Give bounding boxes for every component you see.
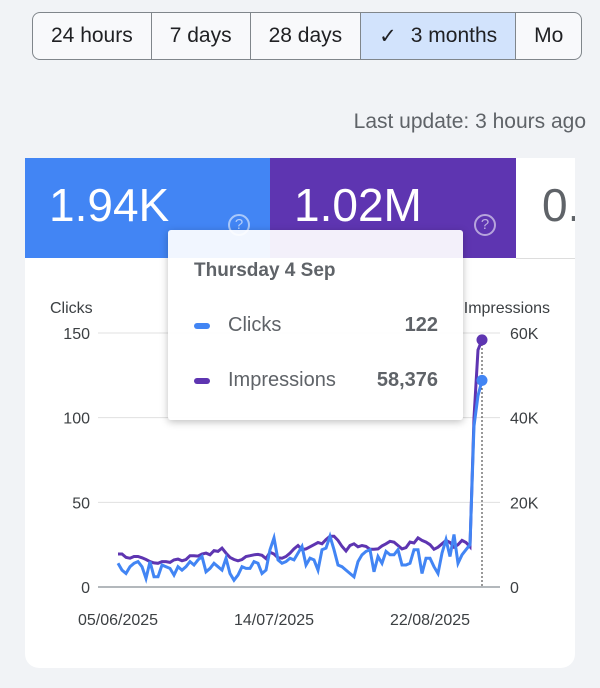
right-tick-label: 0 bbox=[510, 580, 519, 597]
tooltip-value: 122 bbox=[404, 314, 438, 336]
clicks-line bbox=[116, 380, 484, 584]
ctr-total: 0. bbox=[542, 179, 575, 231]
left-axis-label: Clicks bbox=[50, 300, 93, 317]
tab-more[interactable]: Mo bbox=[534, 24, 564, 47]
tooltip-label: Clicks bbox=[228, 314, 282, 336]
right-axis-label: Impressions bbox=[464, 300, 550, 317]
x-tick-label: 22/08/2025 bbox=[390, 612, 470, 629]
tooltip-row-clicks: Clicks 122 bbox=[194, 314, 438, 337]
tooltip-date: Thursday 4 Sep bbox=[194, 260, 336, 281]
help-icon[interactable]: ? bbox=[474, 214, 496, 236]
clicks-total: 1.94K bbox=[49, 179, 170, 231]
impressions-hover-point bbox=[476, 334, 488, 346]
tab-28-days[interactable]: 28 days bbox=[251, 13, 362, 59]
date-range-tabs: 24 hours 7 days 28 days ✓ 3 months Mo bbox=[32, 12, 583, 60]
left-tick-label: 0 bbox=[81, 580, 90, 597]
x-tick-label: 05/06/2025 bbox=[78, 612, 158, 629]
right-tick-label: 20K bbox=[510, 495, 539, 512]
left-tick-label: 50 bbox=[72, 495, 90, 512]
check-icon: ✓ bbox=[379, 24, 397, 48]
x-tick-label: 14/07/2025 bbox=[234, 612, 314, 629]
ctr-metric-tile[interactable]: 0. bbox=[516, 158, 575, 259]
right-tick-label: 60K bbox=[510, 326, 539, 343]
clicks-legend-icon bbox=[194, 322, 210, 329]
chart-tooltip: Thursday 4 Sep Clicks 122 Impressions 58,3… bbox=[168, 230, 463, 420]
impressions-legend-icon bbox=[194, 377, 210, 384]
tab-3-months[interactable]: ✓ 3 months bbox=[361, 13, 517, 59]
tooltip-value: 58,376 bbox=[376, 369, 438, 391]
left-tick-label: 100 bbox=[63, 411, 90, 428]
tab-7-days[interactable]: 7 days bbox=[152, 13, 251, 59]
right-tick-label: 40K bbox=[510, 411, 539, 428]
tooltip-row-impressions: Impressions 58,376 bbox=[194, 369, 438, 392]
tab-24-hours[interactable]: 24 hours bbox=[33, 13, 152, 59]
clicks-hover-point bbox=[476, 374, 488, 386]
last-update: Last update: 3 hours ago bbox=[353, 110, 586, 133]
impressions-total: 1.02M bbox=[294, 179, 422, 231]
tab-label: 3 months bbox=[410, 24, 498, 47]
left-tick-label: 150 bbox=[63, 326, 90, 343]
tooltip-label: Impressions bbox=[228, 369, 336, 391]
